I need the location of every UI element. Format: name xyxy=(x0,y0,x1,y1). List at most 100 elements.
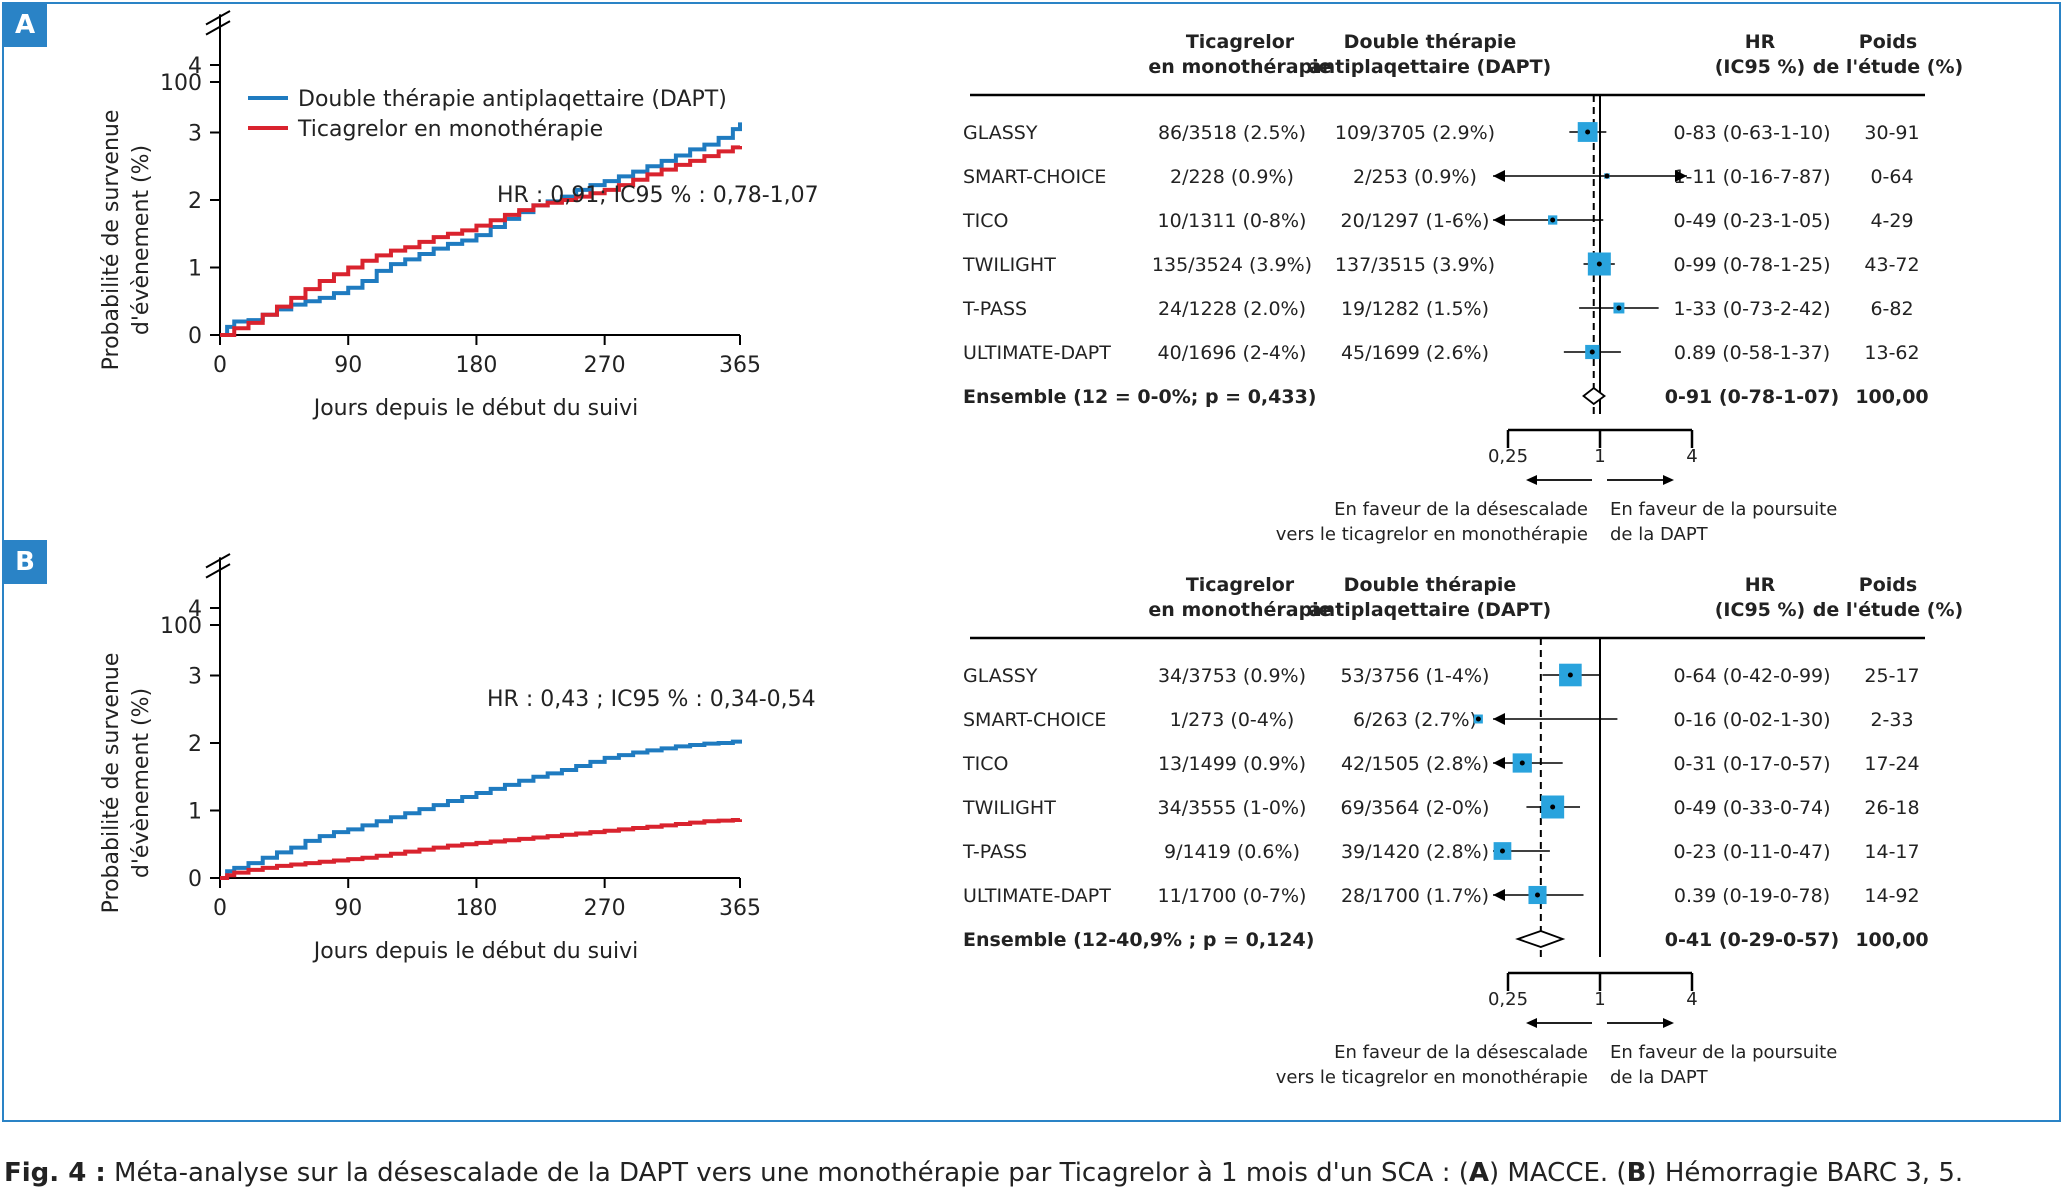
ticagrelor-events: 1/273 (0-4%) xyxy=(1170,709,1295,731)
column-header: antiplaqettaire (DAPT) xyxy=(1309,56,1551,78)
km-x-axis-label: Jours depuis le début du suivi xyxy=(312,396,639,421)
y-tick-label: 1 xyxy=(188,257,202,282)
caption-text-1: Méta-analyse sur la désescalade de la DA… xyxy=(105,1158,1469,1188)
study-name: TICO xyxy=(962,753,1008,775)
study-weight: 6-82 xyxy=(1870,298,1913,320)
column-header: (IC95 %) xyxy=(1715,599,1805,621)
dapt-events: 45/1699 (2.6%) xyxy=(1341,342,1489,364)
study-name: SMART-CHOICE xyxy=(963,709,1106,731)
km-x-axis-label: Jours depuis le début du suivi xyxy=(312,939,639,964)
y-tick-label: 2 xyxy=(188,732,202,757)
ci-arrow-left xyxy=(1493,889,1505,901)
legend-label: Double thérapie antiplaqettaire (DAPT) xyxy=(298,87,727,112)
legend-label: Ticagrelor en monothérapie xyxy=(297,117,603,142)
study-estimate-point xyxy=(1567,672,1573,678)
study-weight: 26-18 xyxy=(1864,797,1919,819)
forest-x-tick-label: 4 xyxy=(1686,989,1697,1010)
figure-caption: Fig. 4 : Méta-analyse sur la désescalade… xyxy=(4,1158,1963,1188)
axis-break-mark xyxy=(205,20,231,36)
y-tick-label: 2 xyxy=(188,189,202,214)
y-tick-label: 100 xyxy=(160,71,202,96)
column-header: Ticagrelor xyxy=(1186,574,1295,596)
overall-diamond xyxy=(1582,386,1606,406)
ticagrelor-survival-line xyxy=(220,145,742,337)
study-name: TWILIGHT xyxy=(962,254,1056,276)
favor-right-label: de la DAPT xyxy=(1610,1067,1709,1088)
x-tick-label: 180 xyxy=(455,896,497,921)
study-estimate-point xyxy=(1519,760,1525,766)
y-tick-label: 3 xyxy=(188,665,202,690)
dapt-events: 28/1700 (1.7%) xyxy=(1341,885,1489,907)
caption-bold-a: A xyxy=(1468,1158,1489,1188)
ticagrelor-events: 10/1311 (0-8%) xyxy=(1158,210,1307,232)
study-estimate-point xyxy=(1585,129,1591,135)
study-estimate-point xyxy=(1550,804,1556,810)
x-tick-label: 0 xyxy=(213,353,227,378)
dapt-events: 2/253 (0.9%) xyxy=(1353,166,1477,188)
column-header: antiplaqettaire (DAPT) xyxy=(1309,599,1551,621)
favor-right-label: En faveur de la poursuite xyxy=(1610,1042,1837,1063)
ticagrelor-events: 11/1700 (0-7%) xyxy=(1158,885,1307,907)
favor-left-arrowhead xyxy=(1526,475,1537,485)
caption-text-2: ) MACCE. ( xyxy=(1489,1158,1627,1188)
study-weight: 4-29 xyxy=(1870,210,1913,232)
study-name: T-PASS xyxy=(962,841,1027,863)
hr-ci-value: 0.39 (0-19-0-78) xyxy=(1674,885,1830,907)
study-estimate-point xyxy=(1596,261,1602,267)
y-tick-label: 4 xyxy=(188,54,202,79)
overall-label: Ensemble (12 = 0-0%; p = 0,433) xyxy=(963,386,1317,408)
dapt-survival-line xyxy=(220,122,742,337)
hr-ci-value: 1-11 (0-16-7-87) xyxy=(1673,166,1830,188)
km-y-axis-label: Probabilité de survenue xyxy=(99,110,124,371)
dapt-events: 19/1282 (1.5%) xyxy=(1341,298,1489,320)
hr-ci-value: 1-33 (0-73-2-42) xyxy=(1673,298,1830,320)
study-name: GLASSY xyxy=(963,665,1038,687)
column-header: de l'étude (%) xyxy=(1813,56,1963,78)
favor-right-label: de la DAPT xyxy=(1610,524,1709,545)
x-tick-label: 365 xyxy=(719,896,761,921)
column-header: Ticagrelor xyxy=(1186,31,1295,53)
favor-right-label: En faveur de la poursuite xyxy=(1610,499,1837,520)
caption-text-3: ) Hémorragie BARC 3, 5. xyxy=(1646,1158,1964,1188)
column-header: Poids xyxy=(1859,31,1917,53)
dapt-events: 6/263 (2.7%) xyxy=(1353,709,1477,731)
ticagrelor-events: 9/1419 (0.6%) xyxy=(1164,841,1300,863)
overall-label: Ensemble (12-40,9% ; p = 0,124) xyxy=(963,929,1314,951)
column-header: de l'étude (%) xyxy=(1813,599,1963,621)
dapt-events: 69/3564 (2-0%) xyxy=(1341,797,1490,819)
study-estimate-point xyxy=(1589,349,1595,355)
favor-left-label: En faveur de la désescalade xyxy=(1334,499,1588,520)
hr-ci-value: 0-49 (0-23-1-05) xyxy=(1673,210,1830,232)
favor-right-arrowhead xyxy=(1663,475,1674,485)
favor-left-label: En faveur de la désescalade xyxy=(1334,1042,1588,1063)
dapt-events: 20/1297 (1-6%) xyxy=(1341,210,1490,232)
x-tick-label: 0 xyxy=(213,896,227,921)
hr-ci-value: 0-64 (0-42-0-99) xyxy=(1673,665,1830,687)
column-header: HR xyxy=(1745,574,1776,596)
study-name: SMART-CHOICE xyxy=(963,166,1106,188)
y-tick-label: 3 xyxy=(188,122,202,147)
column-header: en monothérapie xyxy=(1148,56,1331,78)
study-estimate-point xyxy=(1475,716,1481,722)
hazard-ratio-annotation: HR : 0,43 ; IC95 % : 0,34-0,54 xyxy=(487,687,816,712)
study-estimate-point xyxy=(1604,173,1610,179)
study-weight: 2-33 xyxy=(1870,709,1913,731)
study-estimate-point xyxy=(1535,892,1541,898)
y-tick-label: 1 xyxy=(188,800,202,825)
hr-ci-value: 0-23 (0-11-0-47) xyxy=(1673,841,1830,863)
overall-diamond xyxy=(1515,930,1566,948)
study-weight: 14-17 xyxy=(1864,841,1919,863)
study-weight: 30-91 xyxy=(1864,122,1919,144)
x-tick-label: 365 xyxy=(719,353,761,378)
ticagrelor-survival-line xyxy=(220,817,742,880)
hr-ci-value: 0-16 (0-02-1-30) xyxy=(1673,709,1830,731)
study-estimate-point xyxy=(1616,305,1622,311)
study-weight: 13-62 xyxy=(1864,342,1919,364)
y-tick-label: 0 xyxy=(188,324,202,349)
panel-label-a: A xyxy=(3,3,47,47)
panel-label-b: B xyxy=(3,540,47,584)
study-weight: 17-24 xyxy=(1864,753,1919,775)
column-header: Double thérapie xyxy=(1344,31,1517,53)
km-y-axis-label: d'évènement (%) xyxy=(129,145,154,335)
